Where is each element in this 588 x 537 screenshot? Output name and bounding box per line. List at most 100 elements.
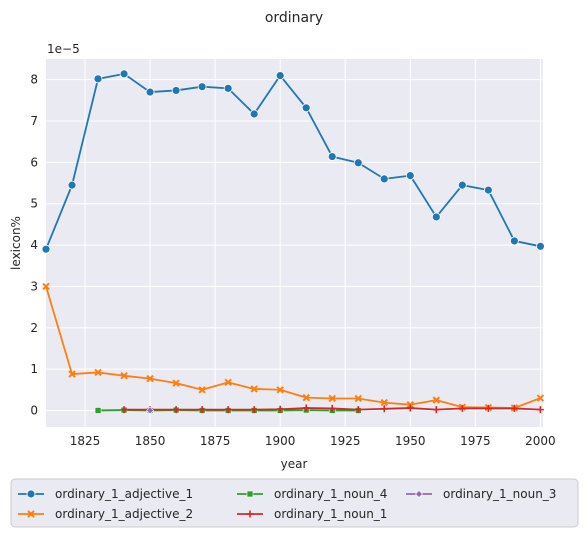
y-tick-label: 3 <box>30 279 38 293</box>
data-point <box>328 404 336 412</box>
legend-marker <box>415 490 423 498</box>
legend-box <box>10 478 579 528</box>
y-tick-label: 6 <box>30 155 38 169</box>
x-tick-label: 1825 <box>70 434 101 448</box>
data-point <box>484 404 492 412</box>
data-point <box>41 244 51 254</box>
data-point <box>276 386 284 394</box>
data-point <box>120 372 128 380</box>
legend-label: ordinary_1_adjective_1 <box>55 487 193 501</box>
data-point <box>380 405 388 413</box>
data-point <box>354 394 362 403</box>
series-ordinary_1_adjective_1 <box>41 69 545 254</box>
data-point <box>120 406 128 414</box>
series-ordinary_1_noun_3 <box>146 406 155 415</box>
data-point <box>172 379 180 387</box>
data-point <box>380 398 388 407</box>
data-point <box>42 282 50 291</box>
data-point <box>249 109 259 119</box>
x-tick-label: 1975 <box>460 434 491 448</box>
legend-item: ordinary_1_noun_4 <box>237 487 387 501</box>
data-point <box>301 103 311 113</box>
series-line <box>45 72 541 250</box>
data-point <box>172 406 180 414</box>
data-point <box>198 406 206 414</box>
data-point <box>67 180 77 190</box>
data-point <box>276 405 284 413</box>
data-point <box>431 212 441 222</box>
legend-label: ordinary_1_noun_1 <box>274 507 387 521</box>
data-point <box>119 69 129 79</box>
data-point <box>275 71 285 80</box>
data-point <box>223 83 233 93</box>
data-point <box>457 180 467 190</box>
data-point <box>535 241 545 251</box>
legend-item: ordinary_1_adjective_1 <box>18 487 193 501</box>
y-tick-label: 4 <box>30 238 38 252</box>
data-point <box>536 406 544 414</box>
data-point <box>328 394 336 403</box>
data-point <box>224 378 232 387</box>
data-point <box>353 158 363 168</box>
data-point <box>171 86 181 95</box>
legend-label: ordinary_1_noun_3 <box>443 487 556 501</box>
data-point <box>250 406 258 414</box>
y-tick-label: 8 <box>30 73 38 87</box>
y-tick-label: 5 <box>30 197 38 211</box>
y-tick-label: 0 <box>30 403 38 417</box>
legend-item: ordinary_1_adjective_2 <box>18 507 193 521</box>
y-multiplier-label: 1e−5 <box>47 42 80 56</box>
x-tick-label: 1925 <box>330 434 361 448</box>
data-point <box>327 152 337 161</box>
data-point <box>197 82 207 92</box>
x-tick-label: 1875 <box>200 434 231 448</box>
data-point <box>146 374 154 383</box>
legend-marker <box>27 510 35 518</box>
y-tick-labels: 0 1 2 3 4 5 6 7 8 <box>30 73 38 418</box>
data-point <box>145 87 155 97</box>
legend-marker <box>26 489 36 499</box>
data-point <box>432 406 440 414</box>
data-point <box>250 385 258 393</box>
data-point <box>406 404 414 412</box>
series-layer <box>41 69 545 415</box>
plot-area <box>46 59 543 427</box>
data-point <box>302 393 310 402</box>
data-point <box>405 171 415 181</box>
legend-marker <box>246 510 254 518</box>
legend: ordinary_1_adjective_1 ordinary_1_adjecti… <box>10 478 579 528</box>
legend-item: ordinary_1_noun_3 <box>406 487 556 501</box>
grid <box>46 59 543 427</box>
legend-label: ordinary_1_noun_4 <box>274 487 387 501</box>
x-tick-label: 2000 <box>525 434 556 448</box>
data-point <box>354 406 362 414</box>
data-point <box>93 74 103 84</box>
data-point <box>68 370 76 378</box>
data-point <box>198 386 206 394</box>
data-point <box>483 185 493 195</box>
x-tick-labels: 1825 1850 1875 1900 1925 1950 1975 2000 <box>70 434 556 448</box>
x-tick-label: 1950 <box>395 434 426 448</box>
x-tick-label: 1850 <box>135 434 166 448</box>
series-line <box>45 286 541 409</box>
y-tick-label: 2 <box>30 321 38 335</box>
data-point <box>224 406 232 414</box>
data-point <box>510 404 518 412</box>
y-tick-label: 7 <box>30 114 38 128</box>
data-point <box>94 407 102 414</box>
data-point <box>536 394 545 402</box>
y-axis-label: lexicon% <box>9 216 23 270</box>
legend-label: ordinary_1_adjective_2 <box>55 507 193 521</box>
y-tick-label: 1 <box>30 362 38 376</box>
data-point <box>302 404 310 412</box>
data-point <box>146 406 155 415</box>
legend-item: ordinary_1_noun_1 <box>237 507 387 521</box>
data-point <box>379 174 389 184</box>
data-point <box>432 396 441 404</box>
legend-marker <box>246 490 254 498</box>
data-point <box>458 404 466 412</box>
x-axis-label: year <box>281 457 308 471</box>
chart-title: ordinary <box>265 10 323 26</box>
data-point <box>94 368 102 377</box>
